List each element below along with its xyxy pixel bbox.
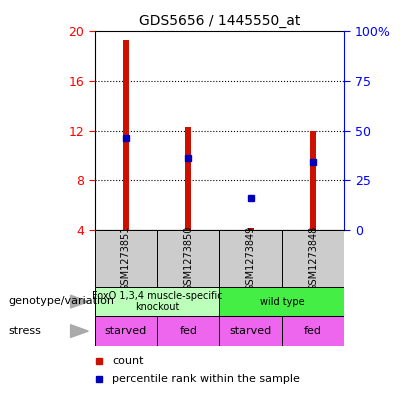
Text: genotype/variation: genotype/variation: [8, 296, 114, 307]
Bar: [157, 316, 220, 346]
Bar: [282, 316, 344, 346]
Text: starved: starved: [230, 326, 272, 336]
Text: GSM1273849: GSM1273849: [246, 226, 256, 291]
Text: fed: fed: [179, 326, 197, 336]
Bar: [282, 230, 344, 287]
Bar: [185, 127, 192, 230]
Text: GSM1273848: GSM1273848: [308, 226, 318, 291]
Title: GDS5656 / 1445550_at: GDS5656 / 1445550_at: [139, 14, 300, 28]
Text: count: count: [112, 356, 144, 366]
Text: FoxO 1,3,4 muscle-specific
knockout: FoxO 1,3,4 muscle-specific knockout: [92, 291, 222, 312]
Bar: [310, 130, 316, 230]
Text: fed: fed: [304, 326, 322, 336]
Text: GSM1273850: GSM1273850: [183, 226, 193, 291]
Bar: [94, 316, 157, 346]
Bar: [123, 40, 129, 230]
Text: wild type: wild type: [260, 297, 304, 307]
Bar: [220, 230, 282, 287]
Bar: [157, 230, 220, 287]
Text: percentile rank within the sample: percentile rank within the sample: [112, 374, 300, 384]
Bar: [94, 230, 157, 287]
Text: stress: stress: [8, 326, 41, 336]
Bar: [220, 316, 282, 346]
Text: GSM1273851: GSM1273851: [121, 226, 131, 291]
Bar: [247, 228, 254, 230]
Polygon shape: [71, 325, 88, 338]
Bar: [94, 287, 220, 316]
Polygon shape: [71, 295, 88, 308]
Bar: [220, 287, 344, 316]
Text: starved: starved: [105, 326, 147, 336]
